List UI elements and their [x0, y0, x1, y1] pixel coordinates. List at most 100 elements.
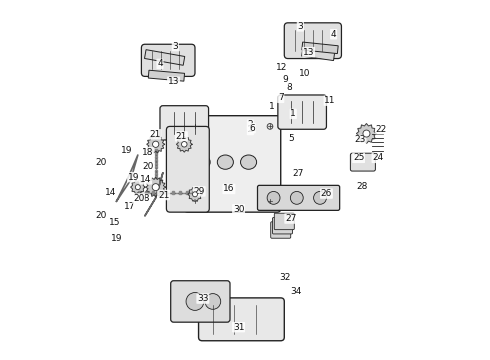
Text: 28: 28 — [357, 182, 368, 191]
FancyBboxPatch shape — [160, 106, 209, 140]
Text: 31: 31 — [233, 323, 245, 332]
Bar — [155, 153, 157, 155]
Circle shape — [135, 185, 140, 190]
Bar — [155, 156, 157, 158]
Circle shape — [267, 199, 273, 204]
Bar — [152, 192, 154, 194]
Text: 32: 32 — [279, 273, 291, 282]
FancyBboxPatch shape — [258, 185, 340, 210]
Text: 14: 14 — [140, 175, 151, 184]
Text: 23: 23 — [354, 135, 366, 144]
Circle shape — [192, 123, 198, 129]
Circle shape — [205, 294, 220, 309]
Text: 3: 3 — [297, 22, 303, 31]
Text: 9: 9 — [282, 76, 288, 85]
Polygon shape — [146, 177, 166, 197]
Text: 27: 27 — [285, 214, 296, 223]
Polygon shape — [148, 70, 185, 81]
Text: 18: 18 — [142, 148, 153, 157]
Text: 17: 17 — [124, 202, 136, 211]
Text: 33: 33 — [197, 294, 209, 303]
FancyBboxPatch shape — [184, 116, 281, 212]
Text: 6: 6 — [249, 124, 255, 133]
Polygon shape — [176, 136, 192, 152]
Text: 20: 20 — [96, 211, 107, 220]
Bar — [155, 149, 157, 152]
Text: 1: 1 — [291, 109, 296, 118]
Text: 19: 19 — [128, 173, 139, 182]
Polygon shape — [302, 42, 338, 54]
Ellipse shape — [194, 155, 210, 169]
Polygon shape — [147, 136, 165, 153]
Bar — [139, 192, 141, 194]
Text: 15: 15 — [109, 219, 121, 228]
FancyBboxPatch shape — [142, 44, 195, 76]
Bar — [155, 170, 157, 172]
FancyBboxPatch shape — [171, 281, 230, 322]
Text: 34: 34 — [290, 287, 301, 296]
Text: 4: 4 — [331, 30, 337, 39]
Circle shape — [186, 293, 204, 310]
Text: 8: 8 — [287, 83, 293, 92]
Text: 2: 2 — [247, 120, 253, 129]
Circle shape — [152, 184, 159, 191]
Bar — [159, 192, 161, 194]
FancyBboxPatch shape — [278, 95, 326, 129]
Text: 27: 27 — [292, 169, 304, 178]
Polygon shape — [145, 50, 185, 65]
Text: 18: 18 — [139, 194, 150, 203]
Circle shape — [291, 192, 303, 204]
Text: 25: 25 — [353, 153, 364, 162]
Ellipse shape — [218, 155, 233, 169]
Ellipse shape — [241, 155, 257, 169]
Circle shape — [314, 192, 326, 204]
Circle shape — [363, 130, 370, 137]
Text: 3: 3 — [172, 41, 178, 50]
FancyBboxPatch shape — [270, 222, 291, 238]
Bar — [155, 159, 157, 162]
Text: 5: 5 — [289, 134, 294, 143]
Text: 21: 21 — [149, 130, 161, 139]
Circle shape — [267, 192, 280, 204]
Text: 14: 14 — [105, 188, 117, 197]
Circle shape — [152, 141, 159, 147]
Bar — [155, 176, 157, 179]
Text: 1: 1 — [269, 102, 275, 111]
Text: 4: 4 — [157, 59, 163, 68]
FancyBboxPatch shape — [272, 217, 293, 234]
Text: 13: 13 — [168, 77, 179, 86]
Polygon shape — [302, 47, 335, 60]
Text: 30: 30 — [233, 205, 245, 214]
Text: 7: 7 — [278, 93, 284, 102]
Text: 2: 2 — [247, 126, 253, 135]
Bar — [192, 192, 195, 194]
Bar — [172, 192, 174, 194]
Circle shape — [267, 123, 273, 129]
Text: 22: 22 — [376, 125, 387, 134]
Polygon shape — [131, 180, 145, 194]
Bar — [145, 192, 147, 194]
Text: 16: 16 — [223, 184, 235, 193]
FancyBboxPatch shape — [350, 153, 375, 171]
Bar — [179, 192, 181, 194]
Text: 26: 26 — [321, 189, 332, 198]
Text: 29: 29 — [194, 187, 205, 196]
Text: 20: 20 — [133, 194, 144, 203]
Polygon shape — [188, 188, 202, 201]
FancyBboxPatch shape — [167, 126, 209, 212]
Circle shape — [181, 141, 187, 147]
Bar — [165, 192, 168, 194]
Text: 11: 11 — [324, 96, 336, 105]
Text: 12: 12 — [276, 63, 287, 72]
Text: 21: 21 — [158, 190, 169, 199]
Text: 20: 20 — [96, 158, 107, 167]
Polygon shape — [356, 123, 376, 144]
Circle shape — [193, 192, 197, 197]
Text: 13: 13 — [303, 48, 315, 57]
Text: 19: 19 — [111, 234, 123, 243]
FancyBboxPatch shape — [284, 23, 342, 59]
Text: 21: 21 — [176, 132, 187, 141]
FancyBboxPatch shape — [274, 213, 294, 230]
Text: 10: 10 — [299, 69, 311, 78]
FancyBboxPatch shape — [198, 298, 284, 341]
